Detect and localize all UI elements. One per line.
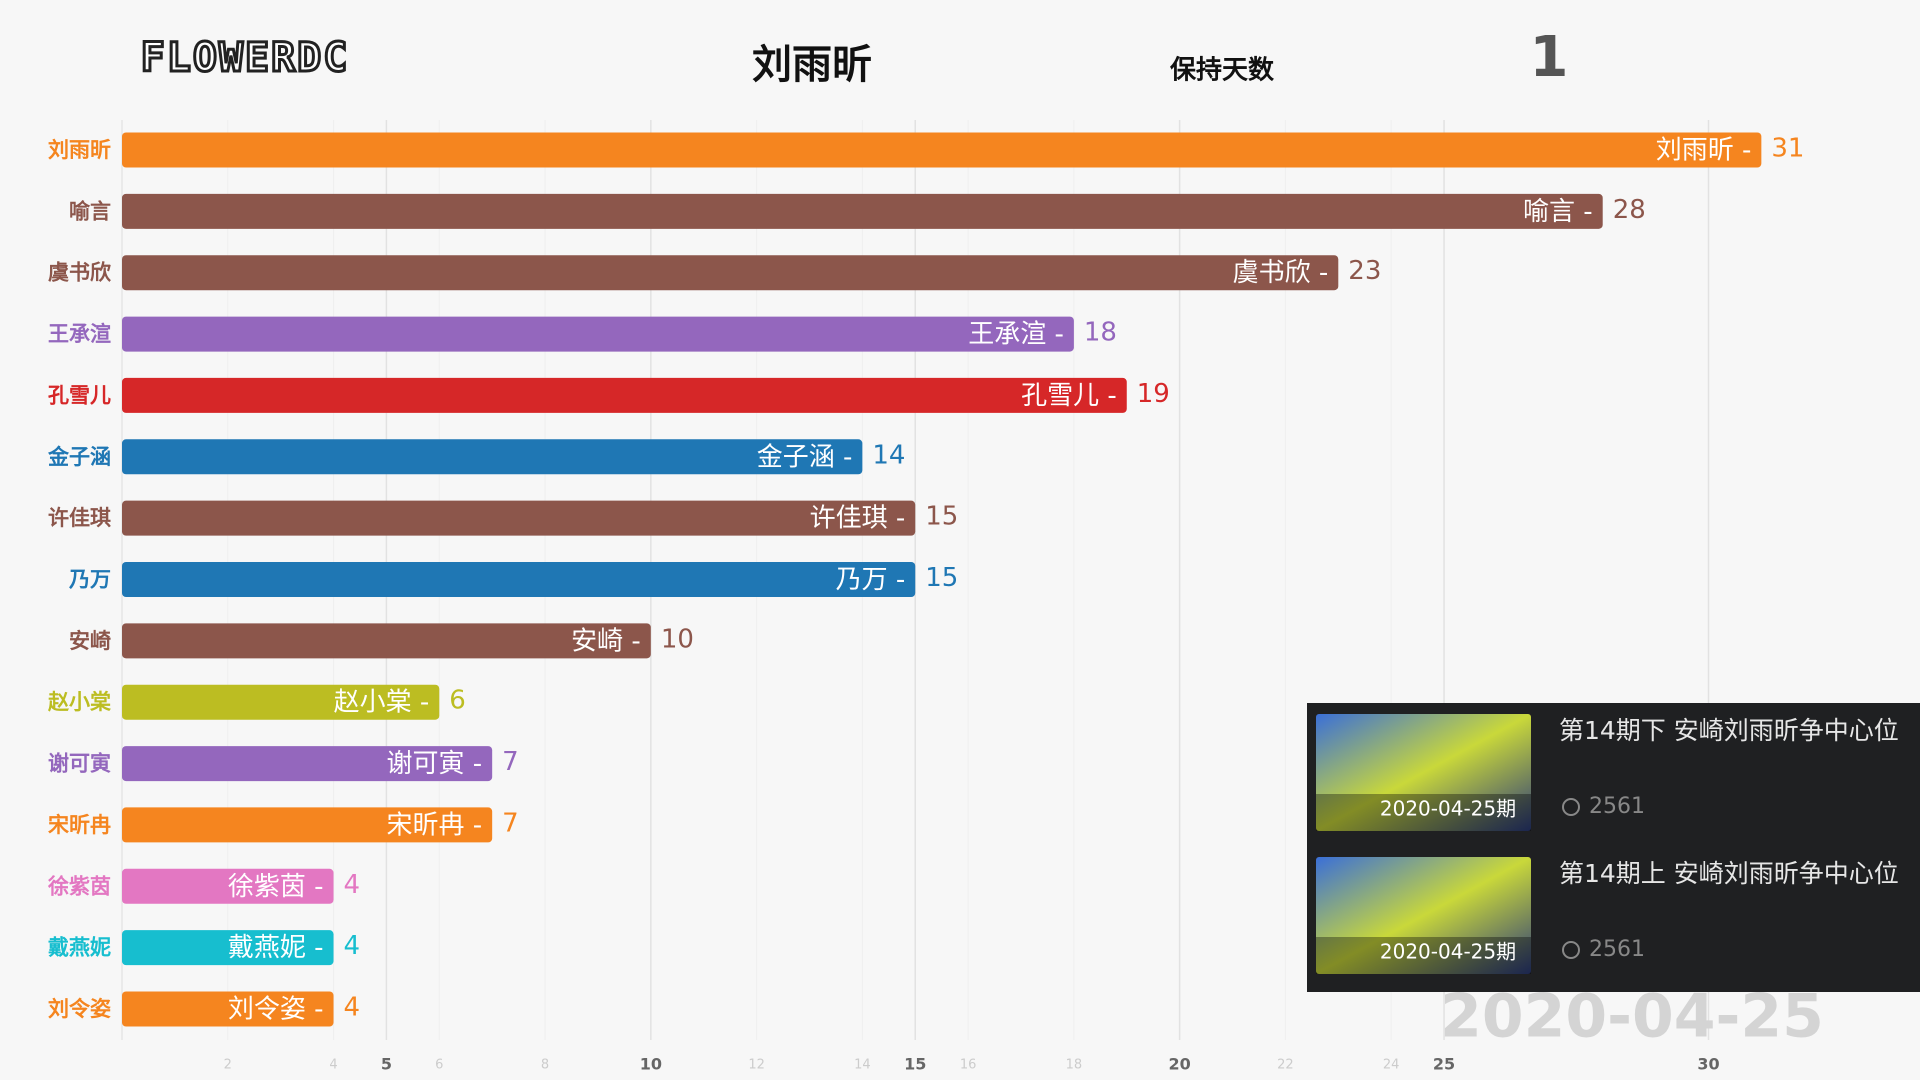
bar-label: 孔雪儿 - [1021,381,1117,411]
video-title: 第14期下 安崎刘雨昕争中心位 [1559,716,1899,745]
value-label: 4 [344,931,361,961]
x-tick-label: 6 [435,1058,443,1073]
hold-days: 1 [1530,25,1569,90]
bar [122,316,1074,352]
bar [122,868,334,904]
thumbnail-shade [1316,937,1531,974]
views-icon [1562,798,1580,816]
value-label: 6 [449,686,466,716]
bar [122,132,1762,168]
value-label: 7 [502,747,519,777]
bar-label: 喻言 - [1523,197,1593,227]
bar [122,193,1603,229]
x-tick-label: 30 [1697,1055,1719,1074]
bar-label: 安崎 - [571,626,641,656]
views-icon [1562,941,1580,959]
x-tick-label: 12 [748,1058,765,1073]
category-label: 刘雨昕 [48,138,111,162]
value-label: 15 [925,502,958,532]
category-label: 赵小棠 [47,690,112,714]
x-tick-label: 24 [1383,1058,1400,1073]
x-tick-label: 14 [854,1058,871,1073]
x-tick-label: 16 [960,1058,977,1073]
bar [122,684,440,720]
category-label: 王承渲 [48,322,111,346]
value-label: 23 [1348,256,1381,286]
bar [122,377,1127,413]
bar [122,991,334,1027]
video-title: 第14期上 安崎刘雨昕争中心位 [1559,859,1899,888]
category-label: 虞书欣 [48,261,111,285]
thumbnail-shade [1316,794,1531,831]
value-label: 18 [1084,318,1117,348]
bar [122,807,493,843]
category-label: 戴燕妮 [48,936,111,960]
thumbnail [1316,714,1531,831]
views: 2561 [1589,794,1645,819]
x-tick-label: 10 [640,1055,662,1074]
bar [122,930,334,966]
logo: FLOWERDC [141,35,350,81]
bar-label: 许佳琪 - [810,504,906,534]
value-label: 4 [344,993,361,1023]
category-label: 安崎 [69,629,111,653]
bar-label: 金子涵 - [757,442,853,472]
x-tick-label: 4 [329,1058,337,1073]
category-label: 刘令姿 [48,997,111,1021]
thumbnail [1316,857,1531,974]
bar-label: 虞书欣 - [1233,258,1329,288]
bar [122,439,863,475]
value-label: 31 [1771,134,1804,164]
date: 2020-04-25 [1440,982,1824,1052]
category-label: 孔雪儿 [48,383,111,407]
category-label: 许佳琪 [48,506,111,530]
hold-label: 保持天数 [1169,56,1275,86]
thumbnail-badge: 2020-04-25期 [1380,797,1516,821]
x-tick-label: 25 [1433,1055,1455,1074]
x-tick-label: 8 [541,1058,549,1073]
value-label: 7 [502,808,519,838]
x-tick-label: 15 [904,1055,926,1074]
category-label: 喻言 [69,199,111,223]
bar-label: 徐紫茵 - [228,872,324,902]
x-tick-label: 5 [381,1055,392,1074]
bar [122,255,1339,291]
bar-label: 戴燕妮 - [228,933,324,963]
x-tick-label: 18 [1066,1058,1083,1073]
leader-name: 刘雨昕 [752,42,872,88]
category-label: 乃万 [68,568,111,592]
bar-label: 刘令姿 - [228,995,324,1025]
category-label: 谢可寅 [48,752,111,776]
video-item[interactable]: 2020-04-25期 第14期下 安崎刘雨昕争中心位 2561 [1316,714,1899,831]
bar [122,500,916,536]
x-tick-label: 20 [1169,1055,1191,1074]
bar-label: 刘雨昕 - [1656,136,1752,166]
bar-label: 王承渲 - [968,320,1064,350]
bar-label: 乃万 - [836,565,906,595]
category-label: 徐紫茵 [47,874,111,898]
bar [122,746,493,782]
bar [122,623,651,659]
value-label: 14 [872,440,905,470]
category-label: 金子涵 [47,445,111,469]
video-item[interactable]: 2020-04-25期 第14期上 安崎刘雨昕争中心位 2561 [1316,857,1899,974]
bar-label: 宋昕冉 - [387,810,483,840]
category-label: 宋昕冉 [48,813,111,837]
bar-label: 谢可寅 - [387,749,483,779]
value-label: 28 [1613,195,1646,225]
x-tick-label: 2 [224,1058,232,1073]
bar-label: 赵小棠 - [334,688,430,718]
value-label: 4 [344,870,361,900]
value-label: 15 [925,563,958,593]
bar [122,562,916,597]
value-label: 10 [661,624,694,654]
x-tick-label: 22 [1277,1058,1294,1073]
views: 2561 [1589,937,1645,962]
thumbnail-badge: 2020-04-25期 [1380,940,1516,964]
value-label: 19 [1137,379,1170,409]
